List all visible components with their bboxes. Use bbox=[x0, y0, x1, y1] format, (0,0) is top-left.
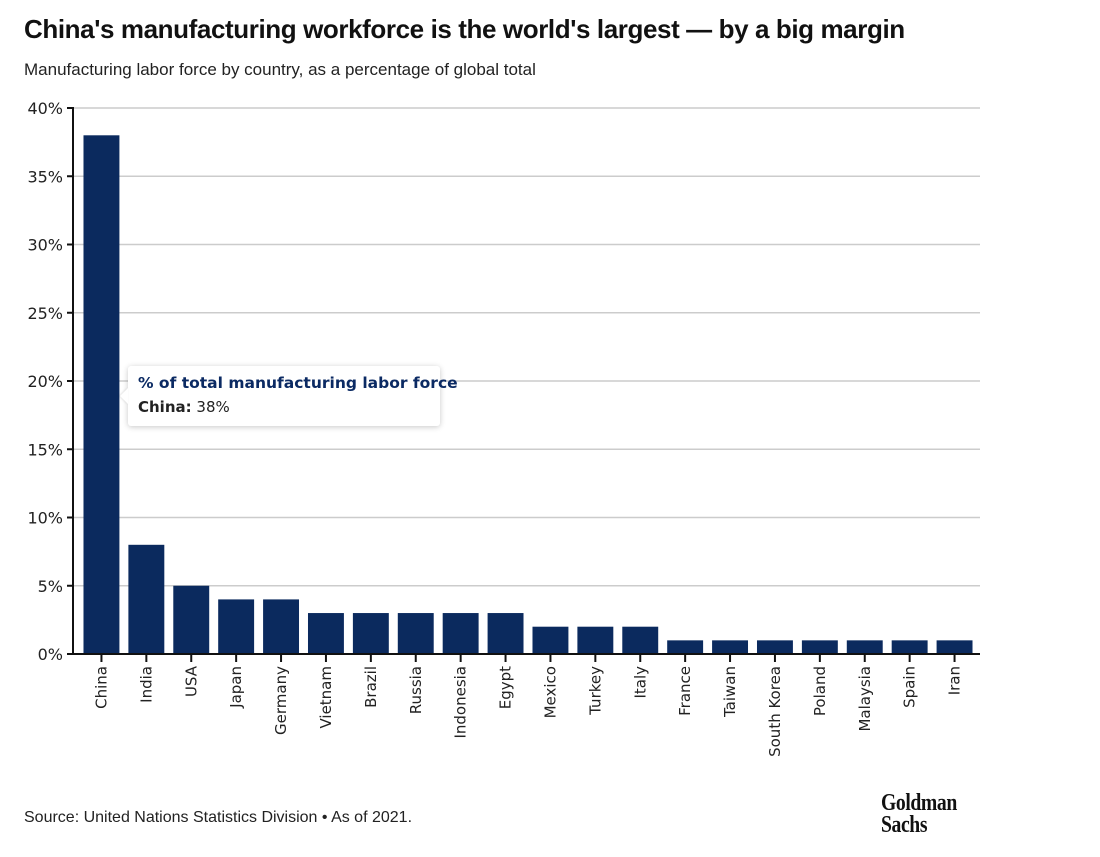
logo-line-1: Goldman bbox=[881, 790, 957, 816]
bar bbox=[307, 613, 344, 654]
bar bbox=[487, 613, 524, 654]
x-tick-label: Taiwan bbox=[721, 666, 739, 718]
source-note: Source: United Nations Statistics Divisi… bbox=[24, 809, 413, 826]
x-tick-label: Japan bbox=[227, 666, 245, 709]
bar bbox=[667, 640, 704, 654]
bar bbox=[577, 626, 614, 654]
x-tick-label: China bbox=[92, 666, 110, 709]
x-tick-label: Indonesia bbox=[452, 666, 470, 739]
chart-title: China's manufacturing workforce is the w… bbox=[24, 14, 905, 44]
y-tick-label: 5% bbox=[38, 577, 63, 596]
bar bbox=[801, 640, 838, 654]
x-tick-label: Russia bbox=[407, 666, 425, 714]
y-tick-label: 10% bbox=[27, 509, 63, 528]
y-tick-label: 30% bbox=[27, 236, 63, 255]
x-tick-label: Vietnam bbox=[317, 666, 335, 729]
x-tick-label: USA bbox=[182, 665, 200, 697]
chart-subtitle: Manufacturing labor force by country, as… bbox=[24, 60, 536, 79]
bar bbox=[442, 613, 479, 654]
tooltip-key: China: bbox=[138, 398, 192, 416]
bar bbox=[128, 544, 165, 654]
logo-line-2: Sachs bbox=[881, 812, 928, 838]
bar bbox=[846, 640, 883, 654]
x-tick-label: France bbox=[676, 666, 694, 716]
bar bbox=[756, 640, 793, 654]
bar bbox=[891, 640, 928, 654]
bar bbox=[532, 626, 569, 654]
x-tick-label: Spain bbox=[901, 666, 919, 708]
bar bbox=[263, 599, 300, 654]
x-tick-label: Mexico bbox=[541, 666, 559, 718]
y-tick-label: 20% bbox=[27, 372, 63, 391]
x-tick-label: Italy bbox=[631, 666, 649, 699]
tooltip-title: % of total manufacturing labor force bbox=[138, 374, 458, 392]
x-axis-ticks: China India USA Japan Germany Vietnam Brazil Ru… bbox=[92, 654, 964, 757]
bar bbox=[712, 640, 749, 654]
tooltip-row: China: 38% bbox=[138, 398, 230, 416]
y-tick-label: 40% bbox=[27, 99, 63, 118]
x-tick-label: Turkey bbox=[586, 666, 604, 716]
gridlines bbox=[73, 107, 980, 587]
x-tick-label: Poland bbox=[811, 666, 829, 716]
x-tick-label: Egypt bbox=[497, 666, 515, 709]
bar bbox=[936, 640, 973, 654]
bar bbox=[352, 613, 389, 654]
y-axis-ticks: 0% 5% 10% 15% 20% 25% 30% 35% 40% bbox=[27, 99, 73, 664]
x-tick-label: Malaysia bbox=[856, 666, 874, 732]
x-tick-label: South Korea bbox=[766, 666, 784, 757]
y-tick-label: 15% bbox=[27, 440, 63, 459]
bar bbox=[622, 626, 659, 654]
goldman-sachs-logo: Goldman Sachs bbox=[881, 790, 957, 838]
y-tick-label: 0% bbox=[38, 645, 63, 664]
bar bbox=[218, 599, 255, 654]
x-tick-label: Germany bbox=[272, 666, 290, 735]
x-tick-label: India bbox=[137, 666, 155, 703]
bars bbox=[83, 135, 973, 655]
x-tick-label: Iran bbox=[946, 666, 964, 695]
tooltip-value: 38% bbox=[196, 398, 230, 416]
tooltip: % of total manufacturing labor force Chi… bbox=[120, 366, 458, 426]
bar bbox=[83, 135, 120, 655]
y-tick-label: 25% bbox=[27, 304, 63, 323]
bar bbox=[397, 613, 434, 654]
x-tick-label: Brazil bbox=[362, 666, 380, 708]
bar bbox=[173, 585, 210, 654]
tooltip-pointer bbox=[120, 388, 128, 404]
y-tick-label: 35% bbox=[27, 167, 63, 186]
